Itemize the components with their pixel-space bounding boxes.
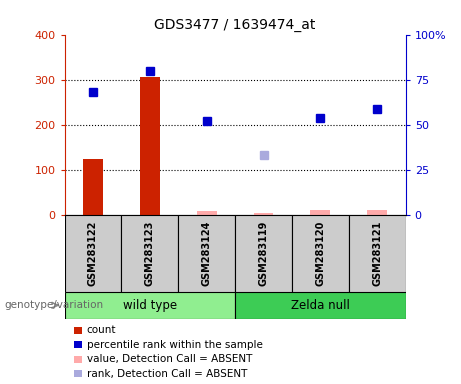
Bar xyxy=(235,292,406,319)
Text: count: count xyxy=(87,325,116,335)
Text: rank, Detection Call = ABSENT: rank, Detection Call = ABSENT xyxy=(87,369,247,379)
Bar xyxy=(74,327,82,334)
Text: genotype/variation: genotype/variation xyxy=(5,300,104,310)
Bar xyxy=(292,215,349,292)
Text: wild type: wild type xyxy=(123,299,177,312)
Text: value, Detection Call = ABSENT: value, Detection Call = ABSENT xyxy=(87,354,252,364)
Text: GSM283121: GSM283121 xyxy=(372,221,382,286)
Bar xyxy=(65,215,121,292)
Text: GSM283122: GSM283122 xyxy=(88,221,98,286)
Title: GDS3477 / 1639474_at: GDS3477 / 1639474_at xyxy=(154,18,316,32)
Bar xyxy=(254,213,273,215)
Bar xyxy=(121,215,178,292)
Bar xyxy=(197,210,217,215)
Bar xyxy=(235,215,292,292)
Text: percentile rank within the sample: percentile rank within the sample xyxy=(87,340,263,350)
Text: Zelda null: Zelda null xyxy=(291,299,350,312)
Bar xyxy=(349,215,406,292)
Text: GSM283120: GSM283120 xyxy=(315,221,325,286)
Bar xyxy=(65,292,235,319)
Bar xyxy=(83,159,103,215)
Bar xyxy=(74,341,82,348)
Bar xyxy=(140,78,160,215)
Text: GSM283124: GSM283124 xyxy=(201,221,212,286)
Bar xyxy=(74,356,82,363)
Bar xyxy=(367,210,387,215)
Text: GSM283123: GSM283123 xyxy=(145,221,155,286)
Bar xyxy=(74,371,82,377)
Bar xyxy=(178,215,235,292)
Text: GSM283119: GSM283119 xyxy=(259,221,269,286)
Bar xyxy=(310,210,331,215)
